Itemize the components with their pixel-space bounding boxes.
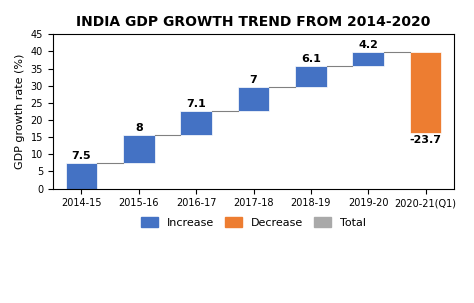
Text: 6.1: 6.1 [301,54,321,64]
Text: 7.5: 7.5 [72,151,91,161]
Legend: Increase, Decrease, Total: Increase, Decrease, Total [137,213,370,232]
Text: 7.1: 7.1 [186,99,206,109]
Text: 7: 7 [250,75,257,85]
Bar [353,52,384,66]
Y-axis label: GDP growth rate (%): GDP growth rate (%) [15,54,25,169]
Text: -23.7: -23.7 [410,135,442,145]
Bar [66,163,97,188]
Bar [123,135,155,163]
Text: 8: 8 [135,123,143,133]
Bar [181,111,212,135]
Bar [295,66,327,87]
Bar [238,87,269,111]
Title: INDIA GDP GROWTH TREND FROM 2014-2020: INDIA GDP GROWTH TREND FROM 2014-2020 [76,15,431,29]
Text: 4.2: 4.2 [358,40,378,50]
Bar [410,52,441,133]
